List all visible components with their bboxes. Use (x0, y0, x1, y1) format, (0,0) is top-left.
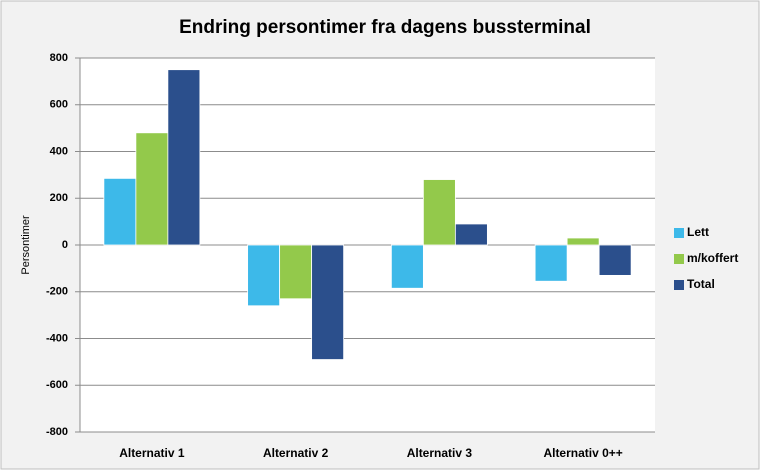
legend-label: m/koffert (687, 251, 738, 265)
bar (566, 237, 600, 246)
legend-swatch (674, 280, 684, 290)
y-tick-label: 0 (62, 239, 68, 251)
bar (135, 132, 169, 246)
y-tick-label: -600 (46, 379, 68, 391)
legend-label: Total (687, 277, 715, 291)
x-tick-label: Alternativ 0++ (543, 446, 622, 460)
y-tick-label: 200 (50, 192, 68, 204)
bar (534, 244, 568, 282)
bar (247, 244, 281, 307)
y-tick-label: -200 (46, 286, 68, 298)
x-tick-label: Alternativ 2 (263, 446, 329, 460)
bar (279, 244, 313, 300)
bar (422, 179, 456, 246)
legend-swatch (674, 254, 684, 264)
y-tick-label: -400 (46, 332, 68, 344)
bar (311, 244, 345, 360)
bar (454, 223, 488, 246)
x-tick-label: Alternativ 3 (407, 446, 473, 460)
bar (390, 244, 424, 289)
y-tick-label: 400 (50, 145, 68, 157)
bar (167, 69, 201, 246)
legend-swatch (674, 228, 684, 238)
y-tick-label: 600 (50, 99, 68, 111)
y-tick-label: -800 (46, 426, 68, 438)
x-tick-label: Alternativ 1 (119, 446, 185, 460)
y-tick-label: 800 (50, 52, 68, 64)
legend-label: Lett (687, 225, 709, 239)
y-axis-label: Persontimer (20, 215, 32, 275)
chart-title: Endring persontimer fra dagens busstermi… (179, 17, 591, 38)
bar (598, 244, 632, 276)
bar (103, 177, 137, 246)
